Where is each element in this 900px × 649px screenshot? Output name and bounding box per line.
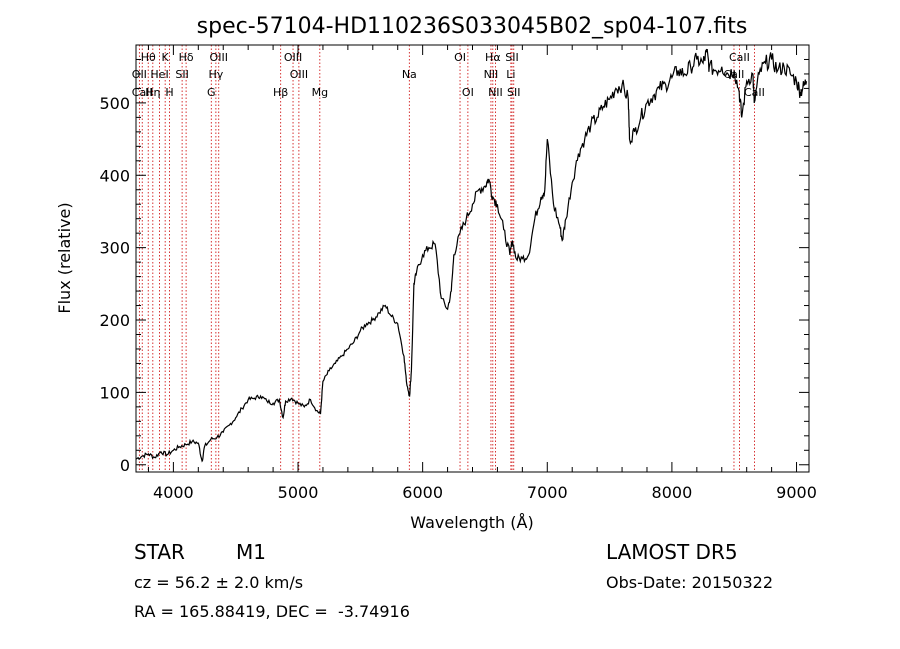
line-marker-label: OIII: [290, 68, 308, 81]
line-marker-label: HeI: [150, 68, 168, 81]
x-tick-label: 9000: [776, 483, 817, 502]
line-marker-label: SII: [505, 51, 518, 64]
line-marker-labels: Hθ K Hδ OIII OIII OI Hα SII CaII OII HeI SII Hγ OIII N…: [132, 51, 765, 99]
obs-date-text: Obs-Date: 20150322: [606, 573, 774, 592]
survey-label: LAMOST DR5: [606, 540, 738, 564]
line-marker-label: Hδ: [179, 51, 194, 64]
coords-text: RA = 165.88419, DEC = -3.74916: [134, 602, 410, 621]
line-marker-label: OII: [132, 68, 147, 81]
line-marker-label: Mg: [312, 86, 328, 99]
line-marker-label: G: [207, 86, 216, 99]
line-marker-label: K: [162, 51, 170, 64]
y-tick-label: 500: [99, 94, 130, 113]
line-marker-label: Hθ: [141, 51, 156, 64]
y-axis-label: Flux (relative): [55, 202, 74, 313]
line-marker-label: CaII: [729, 51, 750, 64]
line-marker-label: OI: [462, 86, 474, 99]
x-tick-label: 7000: [527, 483, 568, 502]
line-marker-label: NII: [488, 86, 503, 99]
line-marker-label: Hη: [145, 86, 160, 99]
y-tick-label: 400: [99, 166, 130, 185]
line-marker-label: CaII: [132, 86, 153, 99]
line-marker-label: Hγ: [208, 68, 223, 81]
spectrum-line: [135, 48, 808, 463]
line-marker-label: OIII: [210, 51, 228, 64]
x-tick-label: 6000: [402, 483, 443, 502]
x-axis-label: Wavelength (Å): [410, 513, 533, 532]
y-tick-label: 100: [99, 383, 130, 402]
plot-frame: [135, 44, 810, 473]
chart-title: spec-57104-HD110236S033045B02_sp04-107.f…: [197, 14, 748, 39]
line-marker-label: SII: [507, 86, 520, 99]
line-marker-label: Na: [402, 68, 417, 81]
line-markers: [138, 45, 755, 472]
x-tick-label: 5000: [278, 483, 319, 502]
line-marker-label: NII: [484, 68, 499, 81]
y-tick-label: 300: [99, 239, 130, 258]
line-marker-label: H: [165, 86, 173, 99]
class-label: STAR: [134, 540, 185, 564]
line-marker-label: Li: [506, 68, 515, 81]
line-marker-label: Hβ: [273, 86, 288, 99]
x-axis: 4000 5000 6000 7000 8000 9000: [147, 45, 817, 502]
line-marker-label: SII: [175, 68, 188, 81]
y-axis: 0 100 200 300 400 500: [99, 44, 809, 475]
y-tick-label: 0: [120, 456, 130, 475]
line-marker-label: OIII: [284, 51, 302, 64]
x-tick-label: 8000: [652, 483, 693, 502]
subclass-label: M1: [236, 540, 266, 564]
line-marker-label: OI: [454, 51, 466, 64]
x-tick-label: 4000: [153, 483, 194, 502]
y-tick-label: 200: [99, 311, 130, 330]
cz-text: cz = 56.2 ± 2.0 km/s: [134, 573, 304, 592]
line-marker-label: Hα: [485, 51, 501, 64]
